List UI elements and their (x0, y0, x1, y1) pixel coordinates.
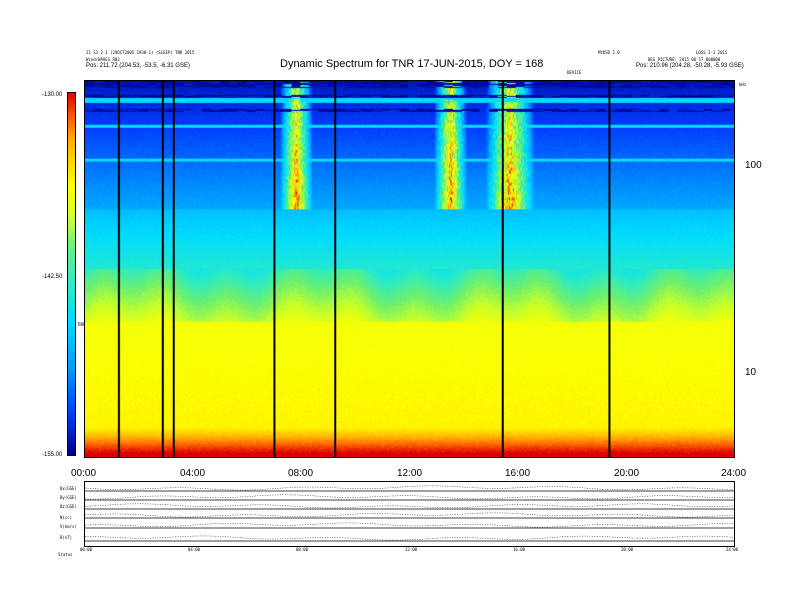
series-trace (84, 503, 734, 509)
status-label: Status (58, 552, 73, 557)
lower-x-tick: 00:00 (80, 547, 93, 552)
colorbar-tick-label: -130.00 (42, 92, 63, 98)
series-trace (84, 522, 734, 528)
series-trace (84, 535, 734, 541)
header-info-right-1: MYDSD 2.0 (598, 50, 620, 55)
x-tick-label: 24:00 (721, 468, 747, 479)
series-trace (84, 485, 734, 491)
header-corner-tag: kHz (739, 82, 747, 87)
dynamic-spectrum-heatmap (84, 80, 735, 458)
x-tick-label: 08:00 (288, 468, 314, 479)
colorbar-tick-label: -142.50 (42, 274, 63, 280)
x-tick-label: 04:00 (180, 468, 206, 479)
series-trace (84, 512, 734, 518)
header-info-left-1: 21 S3 2-1 (29OCT2005 1930-1) (SLEEP) TNR… (86, 50, 195, 55)
series-trace (84, 494, 734, 500)
x-tick-label: 00:00 (71, 468, 97, 479)
header-info-left-3: Pos: 211.72 (204.53, -53.5, -6.31 GSE) (86, 63, 190, 69)
lower-x-tick: 04:00 (188, 547, 201, 552)
lower-x-tick: 16:00 (513, 547, 526, 552)
x-tick-label: 12:00 (397, 468, 423, 479)
colorbar-tick-label: -155.00 (42, 452, 63, 458)
header-info-left-2: Wind/WAVES R03 (86, 57, 120, 62)
header-info-right-4: Pos: 210.96 (204.28, -50.28, -5.93 GSE) (636, 63, 744, 69)
lower-x-tick: 24:00 (726, 547, 739, 552)
x-tick-label: 16:00 (505, 468, 531, 479)
series-label: V(km/s) (60, 524, 77, 529)
solar-wind-panel (84, 481, 735, 547)
series-label: Bz(GSE) (60, 504, 77, 509)
series-label: N(cc) (60, 515, 73, 520)
series-label: Bx(GSE) (60, 486, 77, 491)
lower-x-tick: 08:00 (296, 547, 309, 552)
series-label: B(nT) (60, 535, 73, 540)
header-info-right-3: BEG_PICTURE: 2015 06 17 000000 (648, 57, 721, 62)
header-info-right-2: LOSS 2-1 2015 (696, 50, 728, 55)
header-center-tag: DEVICE (567, 70, 582, 75)
y-tick-label: 10 (745, 367, 757, 378)
colorbar (67, 92, 76, 456)
colorbar-label: TNR (77, 322, 85, 327)
chart-title: Dynamic Spectrum for TNR 17-JUN-2015, DO… (280, 58, 544, 70)
solar-wind-traces (84, 485, 734, 542)
series-label: By(GSE) (60, 495, 77, 500)
y-tick-label: 100 (745, 160, 762, 171)
lower-x-tick: 12:00 (405, 547, 418, 552)
x-tick-label: 20:00 (614, 468, 640, 479)
lower-x-tick: 20:00 (621, 547, 634, 552)
